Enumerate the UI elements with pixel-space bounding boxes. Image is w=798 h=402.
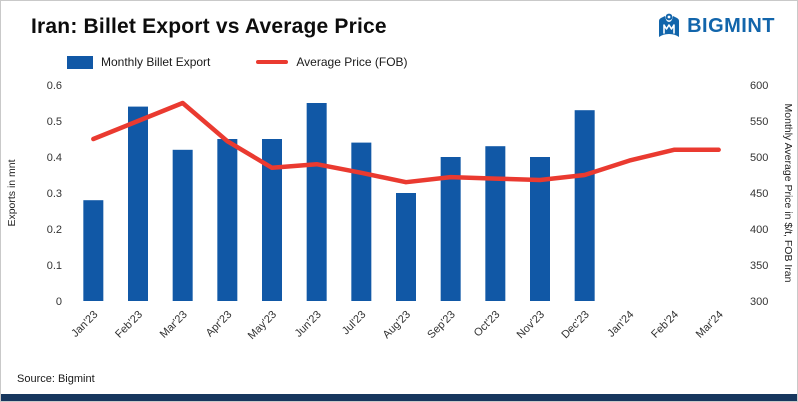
- right-axis-tick: 600: [750, 80, 768, 92]
- left-axis-title: Exports in mnt: [6, 159, 18, 226]
- export-bar: [351, 142, 372, 301]
- export-bar: [485, 146, 506, 301]
- chart-legend: Monthly Billet Export Average Price (FOB…: [67, 55, 797, 69]
- bigmint-logo-text: BIGMINT: [687, 14, 775, 37]
- left-axis-tick: 0.5: [47, 116, 62, 128]
- export-bar: [128, 106, 148, 301]
- export-bar: [574, 110, 595, 301]
- bar-swatch-icon: [67, 55, 93, 69]
- left-axis-tick: 0.3: [47, 188, 62, 200]
- right-axis-tick: 400: [750, 224, 768, 236]
- page-title: Iran: Billet Export vs Average Price: [31, 15, 387, 38]
- header: Iran: Billet Export vs Average Price BIG…: [1, 1, 797, 39]
- export-bar: [172, 149, 193, 301]
- legend-item-price: Average Price (FOB): [256, 55, 408, 69]
- export-bar: [306, 103, 327, 301]
- export-bar: [440, 157, 461, 301]
- x-axis-label: Jan'23: [69, 309, 100, 340]
- x-axis-label: Nov'23: [515, 309, 547, 341]
- right-axis-tick: 550: [750, 116, 768, 128]
- right-axis-tick: 300: [750, 296, 768, 308]
- x-axis-label: Mar'23: [158, 309, 190, 341]
- x-axis-label: Oct'23: [472, 309, 503, 340]
- right-axis-tick: 450: [750, 188, 768, 200]
- x-axis-label: Feb'23: [113, 309, 145, 341]
- export-bar: [83, 200, 104, 301]
- x-axis-label: Sep'23: [425, 309, 457, 341]
- legend-label-price: Average Price (FOB): [296, 55, 408, 69]
- x-axis-label: Jul'23: [340, 309, 369, 338]
- left-axis-tick: 0.1: [47, 260, 62, 272]
- legend-label-export: Monthly Billet Export: [101, 55, 211, 69]
- export-bar: [396, 193, 416, 301]
- price-line: [91, 100, 721, 185]
- chart-plot: 0 0.1 0.2 0.3 0.4 0.5 0.6 300 350 400 450 500 550 600…: [6, 80, 794, 342]
- right-axis-title: Monthly Average Price in $/t, FOB Iran: [782, 104, 794, 283]
- left-axis-tick: 0.2: [47, 224, 62, 236]
- bottom-strip: [1, 394, 797, 401]
- left-axis-tick: 0: [56, 296, 62, 308]
- x-axis-label: Jun'23: [293, 309, 324, 340]
- bigmint-logo-icon: [659, 13, 680, 37]
- line-swatch-icon: [256, 60, 289, 64]
- legend-item-export: Monthly Billet Export: [67, 55, 210, 69]
- x-axis-label: Apr'23: [204, 309, 235, 340]
- chart-area: 0 0.1 0.2 0.3 0.4 0.5 0.6 300 350 400 450 500 550 600…: [1, 71, 797, 360]
- x-axis-label: May'23: [246, 309, 279, 342]
- export-bar: [262, 139, 282, 301]
- right-axis-tick: 350: [750, 260, 768, 272]
- export-bar: [217, 139, 238, 301]
- left-axis-tick: 0.4: [47, 152, 62, 164]
- x-axis-label: Aug'23: [381, 309, 413, 341]
- right-axis-tick: 500: [750, 152, 768, 164]
- source-note: Source: Bigmint: [17, 373, 95, 385]
- left-axis-tick: 0.6: [47, 80, 62, 92]
- bigmint-logo: BIGMINT: [657, 13, 775, 39]
- x-axis-label: Dec'23: [559, 309, 591, 341]
- x-axis-label: Mar'24: [694, 309, 726, 341]
- x-axis-label: Jan'24: [605, 309, 636, 340]
- export-bar: [530, 157, 550, 301]
- x-axis-label: Feb'24: [649, 309, 681, 341]
